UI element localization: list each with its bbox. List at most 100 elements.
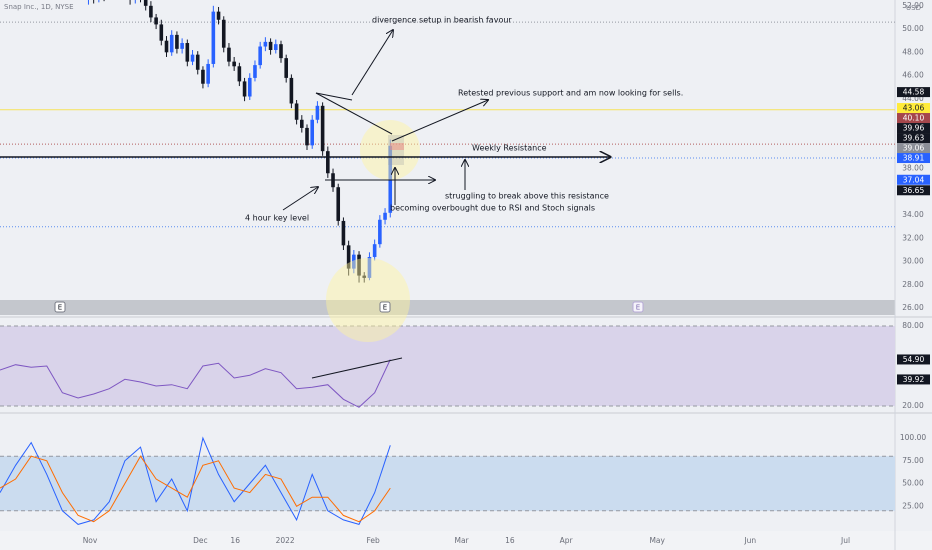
price-label: 39.92 [903, 375, 925, 384]
price-label: 39.06 [903, 144, 925, 153]
y-tick-label: 50.00 [902, 479, 924, 488]
price-label-box [897, 153, 930, 164]
candle-body [315, 105, 320, 120]
candle-body [263, 41, 268, 47]
candle-body [352, 254, 356, 269]
candle-body [284, 58, 288, 78]
candle-body [305, 127, 309, 146]
rsi-divergence-line [311, 357, 403, 379]
arrow [282, 187, 318, 211]
earnings-label: E [58, 304, 62, 312]
candle-body [232, 61, 236, 67]
candle-body [367, 256, 372, 278]
x-tick-label: May [649, 536, 665, 545]
x-tick-label: Apr [560, 536, 574, 545]
candle-body [320, 105, 325, 152]
x-tick-label: Feb [366, 536, 380, 545]
arrow [391, 100, 488, 142]
earnings-label: E [636, 304, 640, 312]
candle-body [310, 119, 315, 146]
price-label-box [897, 133, 930, 144]
price-label-box [897, 185, 930, 196]
arrow [351, 30, 393, 96]
price-label-box [897, 103, 930, 114]
candle-body [206, 63, 210, 84]
price-label-box [897, 174, 930, 185]
candle-body [279, 44, 283, 59]
x-tick-label: Nov [83, 536, 98, 545]
y-tick-label: 44.00 [902, 94, 924, 103]
indicator-band [0, 326, 895, 406]
candle-body [346, 245, 351, 269]
candle-body [175, 34, 179, 49]
x-tick-label: Dec [193, 536, 208, 545]
candle-body [341, 220, 346, 246]
x-tick-label: Mar [454, 536, 469, 545]
price-label: 39.96 [903, 124, 925, 133]
price-label: 43.06 [903, 104, 925, 113]
candle-body [211, 11, 216, 64]
y-tick-label: 20.00 [902, 401, 924, 410]
y-tick-label: 50.00 [902, 24, 924, 33]
candle-body [247, 77, 252, 97]
x-tick-label: Jul [840, 536, 850, 545]
candle-body [362, 275, 367, 278]
position-box [390, 143, 404, 150]
y-tick-label: 25.00 [902, 501, 924, 510]
candle-body [388, 145, 393, 213]
candle-body [268, 41, 273, 50]
x-tick-label: 2022 [276, 536, 295, 545]
candle-body [253, 65, 257, 78]
y-tick-label: 38.00 [902, 164, 924, 173]
y-tick-label: 32.00 [902, 233, 924, 242]
price-label: 44.58 [903, 88, 925, 97]
candle-body [357, 254, 361, 276]
price-label-box [897, 123, 930, 134]
price-label: 54.90 [903, 355, 925, 364]
y-tick-label: 26.00 [902, 303, 924, 312]
candle-body [300, 119, 304, 128]
price-label-box [897, 87, 930, 98]
candle-body [372, 244, 377, 257]
earnings-strip [0, 300, 895, 315]
indicator-band [0, 456, 895, 511]
price-label: 39.63 [903, 134, 925, 143]
candle-body [378, 219, 382, 245]
candle-body [326, 151, 330, 174]
candle-body [201, 69, 205, 84]
price-label-box [897, 113, 930, 124]
candle-body [258, 46, 262, 66]
candle-body [195, 54, 200, 70]
price-label-box [897, 143, 930, 154]
candle-body [216, 11, 221, 20]
price-label: 40.10 [903, 114, 925, 123]
earnings-marker[interactable] [54, 301, 66, 313]
y-tick-label: 46.00 [902, 71, 924, 80]
candle-body [149, 5, 153, 18]
candle-body [221, 19, 226, 48]
annotation: Retested previous support and am now loo… [458, 89, 683, 98]
candle-body [190, 54, 195, 62]
y-tick-label: 34.00 [902, 210, 924, 219]
x-tick-label: 16 [505, 536, 515, 545]
candle-body [294, 103, 299, 120]
candle-body [383, 212, 387, 220]
annotation: 4 hour key level [245, 214, 309, 223]
x-tick-label: Jun [743, 536, 756, 545]
price-label-box [897, 354, 930, 365]
candle-body [154, 17, 158, 25]
earnings-marker[interactable] [632, 301, 644, 313]
y-tick-label: 30.00 [902, 257, 924, 266]
price-pane [0, 0, 895, 283]
candle-body [242, 81, 247, 97]
price-label: 36.65 [903, 186, 925, 195]
symbol-title: Snap Inc., 1D, NYSE [4, 3, 74, 11]
earnings-marker[interactable] [379, 301, 391, 313]
candle-body [185, 43, 190, 62]
y-tick-label: 52.00 [902, 1, 924, 10]
candle-body [336, 187, 341, 221]
highlight-circle [326, 258, 410, 342]
candle-body [143, 0, 148, 6]
